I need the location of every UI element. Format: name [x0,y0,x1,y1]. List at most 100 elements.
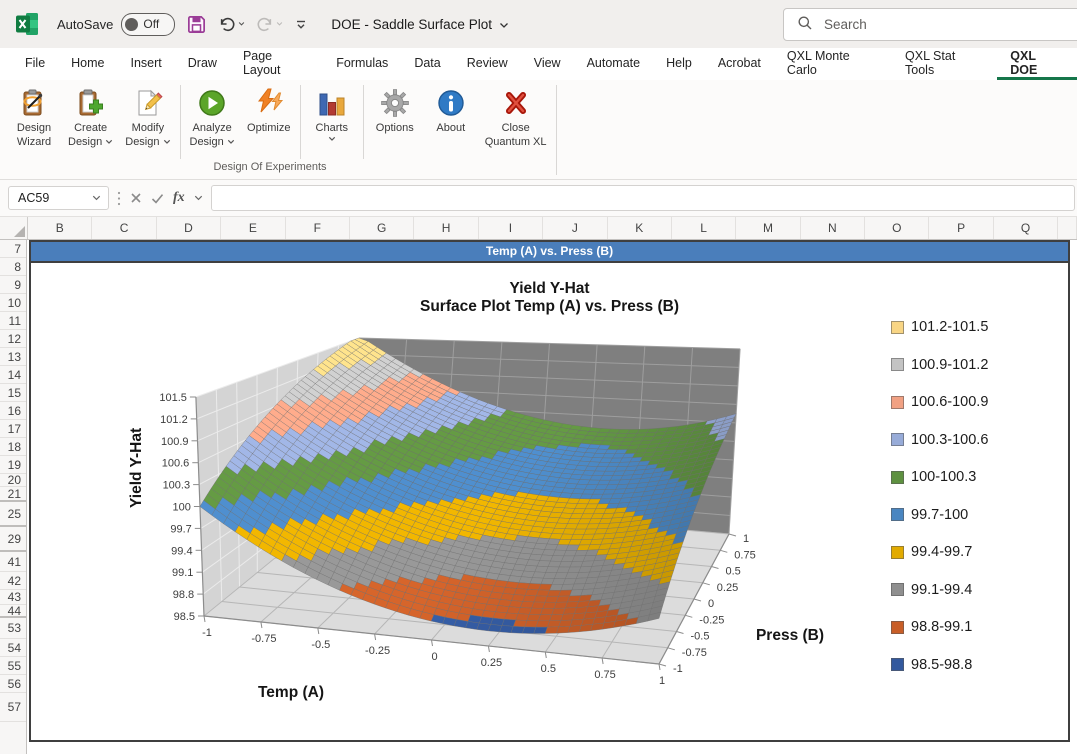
ribbon-button-optimize[interactable]: Optimize [241,84,297,138]
row-header-20[interactable]: 20 [0,474,26,487]
svg-text:1: 1 [743,533,749,545]
column-header-q[interactable]: Q [994,217,1058,239]
tab-data[interactable]: Data [401,48,453,80]
column-headers: BCDEFGHIJKLMNOPQ [0,217,1077,240]
redo-button[interactable] [256,16,283,32]
column-header-n[interactable]: N [801,217,865,239]
column-header-g[interactable]: G [350,217,414,239]
tab-review[interactable]: Review [454,48,521,80]
ribbon-button-label: DesignWizard [17,122,51,149]
tab-automate[interactable]: Automate [574,48,654,80]
row-header-8[interactable]: 8 [0,258,26,276]
tab-draw[interactable]: Draw [175,48,230,80]
tab-qxl-monte-carlo[interactable]: QXL Monte Carlo [774,48,892,80]
ribbon-group-label: Design Of Experiments [0,161,540,173]
row-header-15[interactable]: 15 [0,384,26,402]
chart-title-line2: Surface Plot Temp (A) vs. Press (B) [31,298,1068,316]
legend-item-100-9-101-2[interactable]: 100.9-101.2 [891,358,988,372]
column-header-o[interactable]: O [865,217,929,239]
document-title[interactable]: DOE - Saddle Surface Plot [331,17,509,32]
legend-item-99-7-100[interactable]: 99.7-100 [891,508,988,522]
row-header-44[interactable]: 44 [0,605,26,618]
tab-home[interactable]: Home [58,48,117,80]
row-header-29[interactable]: 29 [0,527,26,552]
legend-item-100-6-100-9[interactable]: 100.6-100.9 [891,395,988,409]
surface-chart-object[interactable]: Temp (A) vs. Press (B) 98.598.899.199.49… [29,240,1070,742]
legend-item-100-3-100-6[interactable]: 100.3-100.6 [891,433,988,447]
row-header-12[interactable]: 12 [0,330,26,348]
column-header-f[interactable]: F [286,217,350,239]
ribbon-button-create-design[interactable]: CreateDesign [62,84,119,151]
column-header-b[interactable]: B [28,217,92,239]
row-header-17[interactable]: 17 [0,420,26,438]
column-header-d[interactable]: D [157,217,221,239]
tab-file[interactable]: File [12,48,58,80]
confirm-entry-icon[interactable] [151,193,164,204]
row-header-7[interactable]: 7 [0,240,26,258]
save-button[interactable] [186,14,207,35]
tab-help[interactable]: Help [653,48,705,80]
name-box[interactable]: AC59 [8,186,109,210]
ribbon-button-options[interactable]: Options [367,84,423,138]
column-header-m[interactable]: M [736,217,800,239]
row-header-53[interactable]: 53 [0,618,26,639]
ribbon-button-design-wizard[interactable]: DesignWizard [6,84,62,151]
tab-qxl-stat-tools[interactable]: QXL Stat Tools [892,48,997,80]
row-header-25[interactable]: 25 [0,502,26,527]
column-header-k[interactable]: K [608,217,672,239]
svg-text:100.6: 100.6 [162,458,190,470]
row-header-11[interactable]: 11 [0,312,26,330]
tab-view[interactable]: View [521,48,574,80]
row-header-14[interactable]: 14 [0,366,26,384]
legend-item-98-5-98-8[interactable]: 98.5-98.8 [891,658,988,672]
legend-item-98-8-99-1[interactable]: 98.8-99.1 [891,620,988,634]
customize-quick-access-icon[interactable] [294,18,308,31]
insert-function-button[interactable]: fx [173,190,185,206]
column-header-p[interactable]: P [929,217,993,239]
row-header-42[interactable]: 42 [0,572,26,590]
row-header-56[interactable]: 56 [0,675,26,693]
ribbon-button-about[interactable]: About [423,84,479,138]
column-header-c[interactable]: C [92,217,156,239]
select-all-corner[interactable] [0,217,28,239]
cancel-entry-icon[interactable] [130,192,142,204]
ribbon-button-analyze-design[interactable]: AnalyzeDesign [184,84,241,151]
formula-input[interactable] [211,185,1075,211]
legend-item-99-1-99-4[interactable]: 99.1-99.4 [891,583,988,597]
column-header-h[interactable]: H [414,217,478,239]
column-header-e[interactable]: E [221,217,285,239]
row-header-57[interactable]: 57 [0,693,26,722]
legend-item-99-4-99-7[interactable]: 99.4-99.7 [891,545,988,559]
svg-text:1: 1 [659,675,665,687]
svg-text:0.75: 0.75 [594,669,615,681]
column-header-l[interactable]: L [672,217,736,239]
chevron-down-icon[interactable] [194,195,203,201]
tab-insert[interactable]: Insert [118,48,175,80]
tab-page-layout[interactable]: Page Layout [230,48,323,80]
autosave-toggle[interactable]: AutoSave Off [57,13,175,36]
autosave-pill[interactable]: Off [121,13,175,36]
row-header-41[interactable]: 41 [0,552,26,572]
row-header-9[interactable]: 9 [0,276,26,294]
row-header-16[interactable]: 16 [0,402,26,420]
column-header-i[interactable]: I [479,217,543,239]
tab-acrobat[interactable]: Acrobat [705,48,774,80]
legend-item-101-2-101-5[interactable]: 101.2-101.5 [891,320,988,334]
row-header-19[interactable]: 19 [0,456,26,474]
row-header-13[interactable]: 13 [0,348,26,366]
row-header-54[interactable]: 54 [0,639,26,657]
row-header-21[interactable]: 21 [0,487,26,502]
row-header-18[interactable]: 18 [0,438,26,456]
row-header-55[interactable]: 55 [0,657,26,675]
ribbon-button-close-quantum-xl[interactable]: CloseQuantum XL [479,84,553,151]
ribbon-button-modify-design[interactable]: ModifyDesign [119,84,176,151]
column-header-j[interactable]: J [543,217,607,239]
ribbon-button-charts[interactable]: Charts [304,84,360,144]
tab-qxl-doe[interactable]: QXL DOE [997,48,1077,80]
chevron-down-icon[interactable] [92,195,101,201]
tab-formulas[interactable]: Formulas [323,48,401,80]
undo-button[interactable] [218,16,245,32]
row-header-10[interactable]: 10 [0,294,26,312]
legend-item-100-100-3[interactable]: 100-100.3 [891,470,988,484]
search-input[interactable]: Search [783,8,1077,41]
